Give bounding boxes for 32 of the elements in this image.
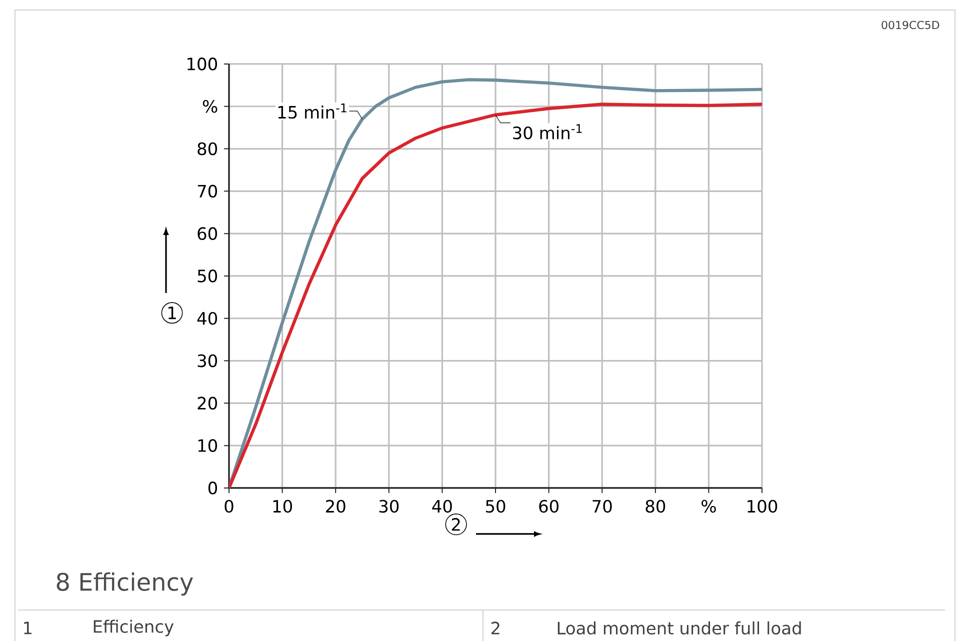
y-axis-title: 1 (168, 306, 176, 319)
y-tick-label: % (202, 100, 218, 113)
x-tick-label: 40 (432, 500, 452, 512)
y-tick-label: 30 (198, 354, 218, 367)
text: 1 (24, 622, 32, 634)
y-tick-label: 40 (197, 312, 218, 325)
x-tick-label: 0 (224, 500, 234, 512)
x-tick-label: 10 (273, 500, 292, 512)
y-tick-label: 20 (198, 396, 218, 410)
x-tick-label: 70 (592, 500, 612, 512)
text: 0019CC5D (882, 20, 940, 29)
text: 2 (491, 621, 500, 634)
x-tick-label: 60 (539, 500, 558, 512)
y-tick-label: 60 (198, 226, 218, 240)
x-tick-label: 50 (486, 500, 506, 512)
y-tick-label: 10 (198, 438, 218, 452)
x-tick-label: 80 (646, 500, 666, 512)
y-tick-label: 70 (198, 184, 218, 198)
x-tick-label: 100 (748, 500, 778, 512)
text: Load moment under full load (558, 621, 801, 634)
text: 8 Efficiency (56, 572, 193, 596)
y-tick-label: 50 (198, 269, 218, 282)
x-tick-label: 20 (326, 500, 346, 512)
x-tick-label: 30 (379, 500, 399, 512)
y-tick-label: 80 (198, 142, 218, 155)
text: Efficiency (94, 620, 174, 636)
x-axis-title: 2 (452, 518, 460, 530)
series-label: 30 min$^{-1}$ (513, 124, 582, 140)
x-tick-label: % (702, 500, 716, 512)
y-tick-label: 100 (188, 57, 218, 70)
y-tick-label: 0 (208, 481, 218, 494)
series-label: 15 min$^{-1}$ (278, 103, 346, 118)
